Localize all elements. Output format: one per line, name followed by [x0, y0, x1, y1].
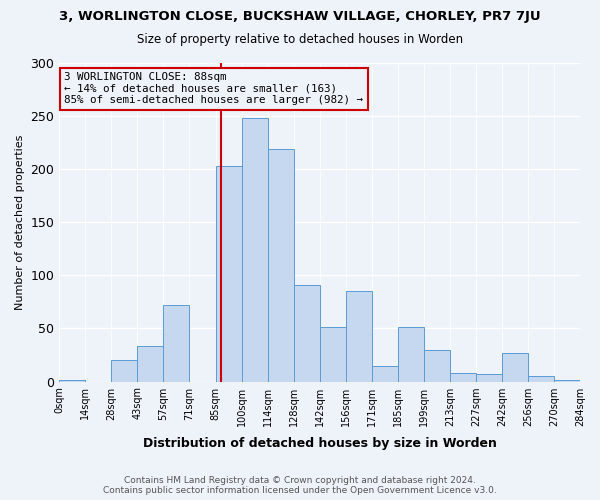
Y-axis label: Number of detached properties: Number of detached properties	[15, 134, 25, 310]
Bar	[59, 380, 85, 382]
Bar	[502, 353, 528, 382]
Bar	[268, 148, 293, 382]
Bar	[528, 376, 554, 382]
Bar	[293, 285, 320, 382]
Text: Contains HM Land Registry data © Crown copyright and database right 2024.
Contai: Contains HM Land Registry data © Crown c…	[103, 476, 497, 495]
Bar	[450, 373, 476, 382]
Text: 3 WORLINGTON CLOSE: 88sqm
← 14% of detached houses are smaller (163)
85% of semi: 3 WORLINGTON CLOSE: 88sqm ← 14% of detac…	[64, 72, 364, 106]
Bar	[242, 118, 268, 382]
Bar	[424, 350, 450, 382]
Bar	[112, 360, 137, 382]
Bar	[215, 166, 242, 382]
Bar	[476, 374, 502, 382]
Text: Size of property relative to detached houses in Worden: Size of property relative to detached ho…	[137, 32, 463, 46]
Bar	[163, 305, 190, 382]
Bar	[554, 380, 580, 382]
Bar	[137, 346, 163, 382]
Text: 3, WORLINGTON CLOSE, BUCKSHAW VILLAGE, CHORLEY, PR7 7JU: 3, WORLINGTON CLOSE, BUCKSHAW VILLAGE, C…	[59, 10, 541, 23]
Bar	[320, 328, 346, 382]
X-axis label: Distribution of detached houses by size in Worden: Distribution of detached houses by size …	[143, 437, 497, 450]
Bar	[398, 328, 424, 382]
Bar	[346, 291, 372, 382]
Bar	[372, 366, 398, 382]
